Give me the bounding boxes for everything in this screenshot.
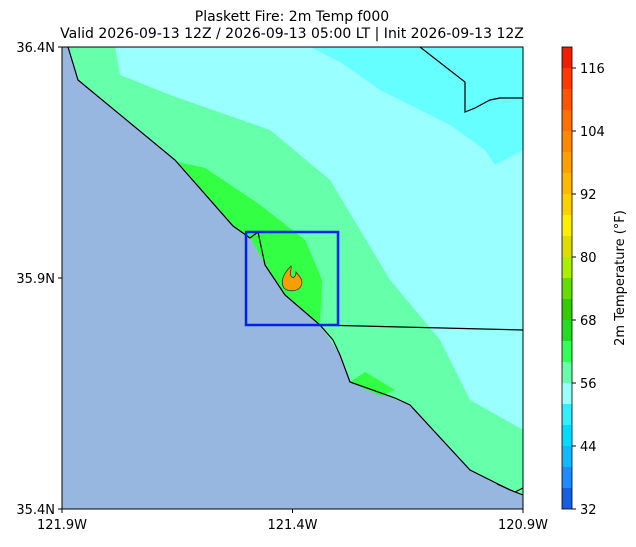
colorbar-tick-label: 44 (580, 440, 597, 455)
colorbar-tick-label: 56 (580, 377, 597, 392)
x-tick-label: 121.9W (37, 518, 87, 533)
y-tick-label: 36.4N (16, 41, 55, 56)
county-line (419, 47, 523, 113)
colorbar-tick-label: 80 (580, 251, 597, 266)
colorbar-segment (562, 89, 572, 110)
colorbar-tick-label: 92 (580, 188, 597, 203)
chart-title: Plaskett Fire: 2m Temp f000 (195, 9, 389, 25)
y-tick-label: 35.4N (16, 503, 55, 518)
county-line (496, 483, 523, 493)
colorbar-frame (561, 46, 573, 510)
colorbar-segment (562, 488, 572, 509)
fire-box (244, 230, 340, 327)
x-tick-label: 121.4W (267, 518, 317, 533)
colorbar-segment (562, 152, 572, 173)
temp-zone (115, 47, 523, 430)
colorbar-tick-label: 104 (580, 125, 605, 140)
colorbar-segment (562, 299, 572, 320)
colorbar-segment (562, 341, 572, 362)
colorbar-segment (562, 383, 572, 404)
colorbar-segment (562, 257, 572, 278)
colorbar-segment (562, 131, 572, 152)
colorbar-segment (562, 47, 572, 68)
colorbar-segment (562, 278, 572, 299)
colorbar-tick-label: 68 (580, 314, 597, 329)
fire-icon (281, 265, 303, 292)
colorbar-segment (562, 68, 572, 89)
x-tick-label: 120.9W (498, 518, 548, 533)
map (61, 46, 524, 510)
colorbar-tick-label: 32 (580, 503, 597, 518)
colorbar-segment (562, 467, 572, 488)
temp-zone (350, 372, 395, 396)
colorbar-segment (562, 446, 572, 467)
colorbar-label: 2m Temperature (°F) (613, 210, 628, 346)
colorbar-segment (562, 194, 572, 215)
colorbar-segment (562, 320, 572, 341)
colorbar-segment (562, 404, 572, 425)
colorbar-segment (562, 215, 572, 236)
chart-subtitle: Valid 2026-09-13 12Z / 2026-09-13 05:00 … (60, 26, 524, 42)
colorbar-segment (562, 362, 572, 383)
temp-zone (310, 47, 523, 165)
county-line (319, 324, 523, 331)
colorbar-tick-label: 116 (580, 62, 605, 77)
colorbar-segment (562, 425, 572, 446)
y-tick-label: 35.9N (16, 272, 55, 287)
colorbar-segment (562, 236, 572, 257)
colorbar-segment (562, 173, 572, 194)
colorbar-segment (562, 110, 572, 131)
